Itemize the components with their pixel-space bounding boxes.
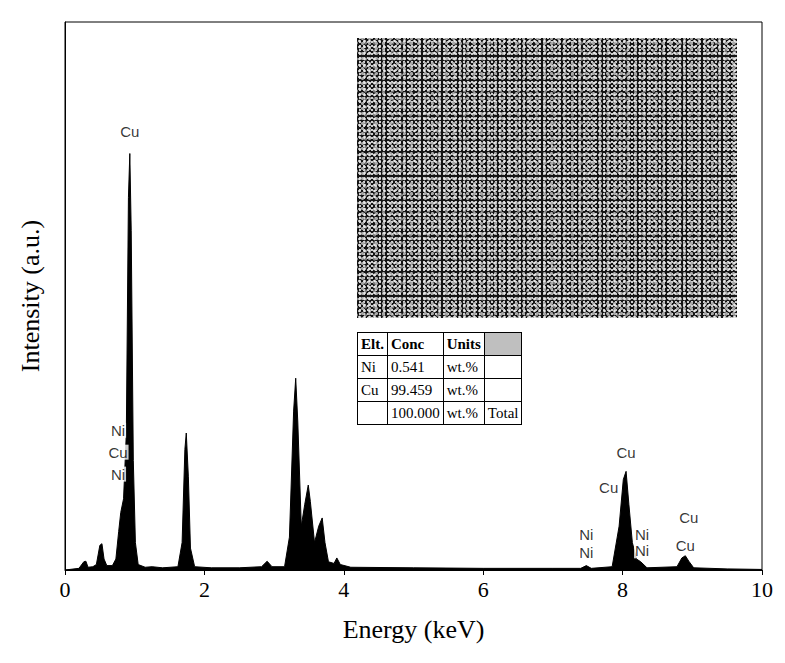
html-text:Elt.: Elt. bbox=[361, 335, 384, 352]
html-text:wt.%: wt.% bbox=[446, 381, 478, 398]
html-text:Total: Total bbox=[487, 404, 519, 421]
svg-text:Cu: Cu bbox=[599, 479, 618, 496]
svg-text:Energy (keV): Energy (keV) bbox=[343, 615, 485, 644]
svg-text:Ni: Ni bbox=[111, 422, 125, 439]
html-text:Conc: Conc bbox=[390, 335, 425, 352]
svg-text:Ni: Ni bbox=[635, 542, 649, 559]
svg-text:Cu: Cu bbox=[679, 509, 698, 526]
svg-text:8: 8 bbox=[617, 577, 628, 602]
html-text:wt.%: wt.% bbox=[446, 404, 478, 421]
html-text:Units: Units bbox=[446, 335, 481, 352]
svg-text:Ni: Ni bbox=[111, 466, 125, 483]
svg-text:Cu: Cu bbox=[676, 537, 695, 554]
html-text:wt.%: wt.% bbox=[446, 358, 478, 375]
html-text:100.000: 100.000 bbox=[390, 404, 440, 421]
html-text:Ni: Ni bbox=[361, 358, 376, 375]
html-text:Cu: Cu bbox=[361, 381, 379, 398]
svg-text:Cu: Cu bbox=[108, 444, 127, 461]
svg-text:10: 10 bbox=[751, 577, 773, 602]
svg-text:0: 0 bbox=[60, 577, 71, 602]
svg-text:Cu: Cu bbox=[616, 444, 635, 461]
html-text:99.459: 99.459 bbox=[390, 381, 433, 398]
svg-text:Ni: Ni bbox=[579, 544, 593, 561]
svg-text:Intensity (a.u.): Intensity (a.u.) bbox=[16, 220, 45, 372]
svg-text:Ni: Ni bbox=[579, 526, 593, 543]
svg-text:6: 6 bbox=[478, 577, 489, 602]
svg-text:4: 4 bbox=[338, 577, 349, 602]
svg-text:2: 2 bbox=[199, 577, 210, 602]
svg-text:Cu: Cu bbox=[120, 123, 139, 140]
svg-text:Ni: Ni bbox=[635, 526, 649, 543]
html-text:0.541: 0.541 bbox=[390, 358, 425, 375]
